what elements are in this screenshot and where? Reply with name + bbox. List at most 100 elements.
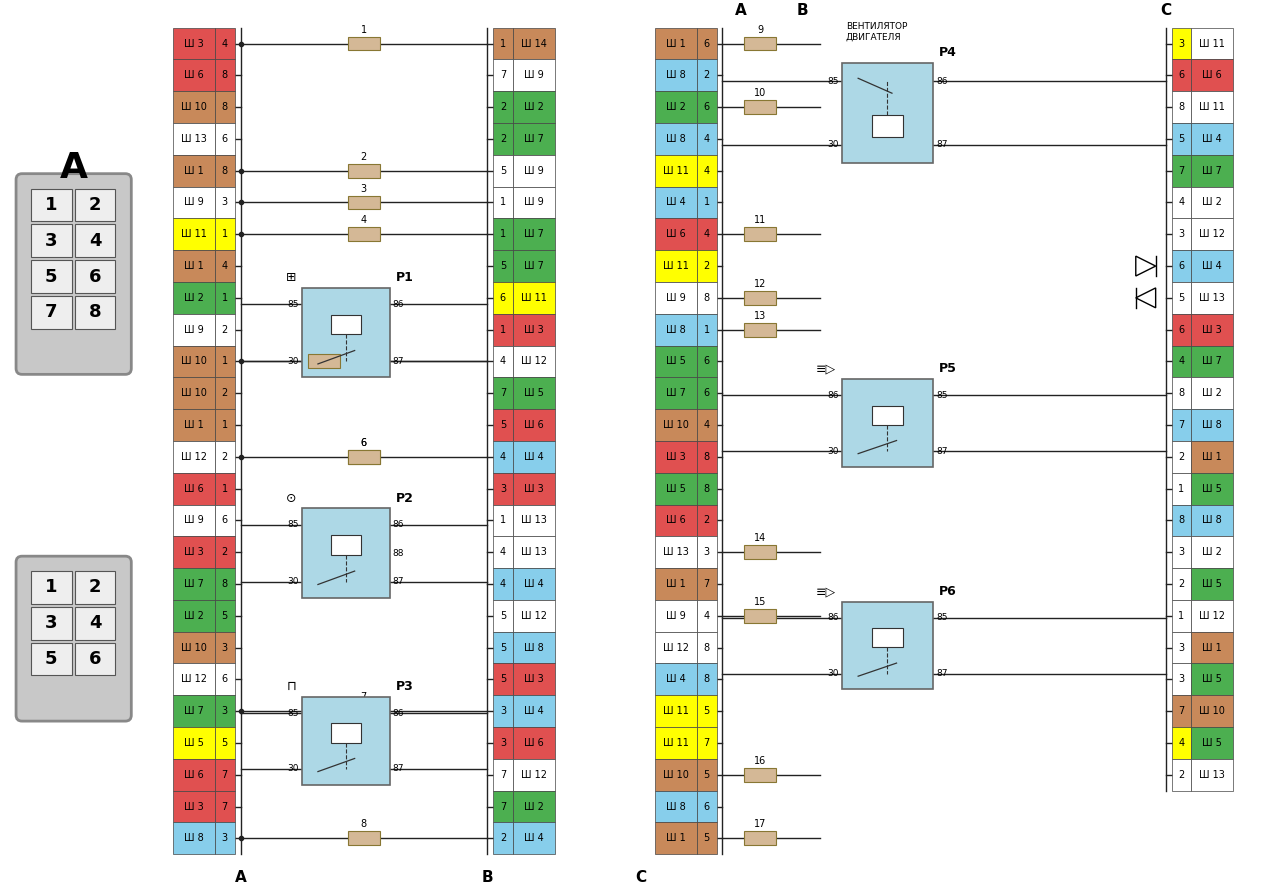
Bar	[513, 632, 554, 664]
Bar	[215, 345, 234, 377]
Bar	[215, 632, 234, 664]
Text: Ш 5: Ш 5	[184, 738, 204, 748]
Text: 4: 4	[221, 38, 228, 48]
Bar	[696, 473, 717, 505]
Text: Ш 7: Ш 7	[184, 706, 204, 716]
Text: Ш 5: Ш 5	[524, 388, 544, 398]
Text: 85: 85	[827, 77, 838, 86]
Text: ≡▷: ≡▷	[815, 585, 836, 598]
Text: 1: 1	[704, 325, 709, 334]
Text: Ш 1: Ш 1	[184, 261, 204, 271]
Text: Ш 2: Ш 2	[184, 293, 204, 303]
Bar	[493, 377, 513, 409]
Bar	[493, 91, 513, 123]
Text: 1: 1	[45, 196, 58, 214]
Text: Ш 3: Ш 3	[524, 674, 544, 684]
Text: Ш 11: Ш 11	[663, 166, 689, 176]
Text: 3: 3	[499, 706, 506, 716]
Text: 2: 2	[221, 547, 228, 558]
Text: 1: 1	[221, 229, 228, 239]
Text: 6: 6	[1179, 325, 1184, 334]
Text: 5: 5	[221, 738, 228, 748]
Bar	[215, 28, 234, 60]
Text: 4: 4	[361, 215, 367, 226]
Bar	[1171, 568, 1192, 600]
Text: 15: 15	[754, 597, 767, 607]
Text: 4: 4	[704, 166, 709, 176]
Text: 3: 3	[221, 706, 228, 716]
Text: 6: 6	[361, 438, 367, 448]
Bar	[348, 354, 380, 368]
Text: 86: 86	[827, 391, 838, 400]
Bar	[655, 632, 696, 664]
Text: 87: 87	[393, 577, 404, 586]
Bar	[493, 600, 513, 632]
Bar	[348, 450, 380, 464]
Bar	[332, 535, 361, 555]
Bar	[696, 314, 717, 345]
Text: Ш 4: Ш 4	[666, 197, 686, 208]
Bar	[696, 568, 717, 600]
Bar	[872, 406, 902, 425]
Text: 4: 4	[704, 229, 709, 239]
Bar	[493, 536, 513, 568]
Text: Ш 1: Ш 1	[666, 38, 686, 48]
Bar	[696, 28, 717, 60]
Bar	[493, 632, 513, 664]
Bar	[215, 123, 234, 155]
Text: 1: 1	[221, 420, 228, 430]
Bar	[74, 296, 115, 328]
Bar	[1192, 377, 1233, 409]
Text: 4: 4	[1179, 197, 1184, 208]
Text: Ш 12: Ш 12	[180, 674, 207, 684]
Text: Ш 1: Ш 1	[666, 833, 686, 843]
Bar	[493, 250, 513, 282]
Text: 8: 8	[1179, 388, 1184, 398]
Text: 7: 7	[704, 579, 709, 589]
Text: 11: 11	[754, 215, 767, 226]
Text: 1: 1	[499, 229, 506, 239]
Bar	[1192, 28, 1233, 60]
Text: 9: 9	[758, 25, 763, 35]
Bar	[1171, 123, 1192, 155]
Text: Ш 13: Ш 13	[180, 134, 207, 144]
Text: Ш 3: Ш 3	[184, 38, 204, 48]
Text: B: B	[796, 3, 808, 18]
Bar	[696, 695, 717, 727]
Bar	[173, 60, 215, 91]
Text: Ш 4: Ш 4	[1202, 134, 1222, 144]
Polygon shape	[1135, 256, 1156, 276]
Text: 86: 86	[393, 520, 404, 529]
Bar	[1192, 250, 1233, 282]
Text: 7: 7	[1179, 166, 1184, 176]
Bar	[1171, 91, 1192, 123]
Bar	[215, 505, 234, 536]
Bar	[696, 219, 717, 250]
Text: Ш 3: Ш 3	[666, 452, 686, 462]
Bar	[215, 568, 234, 600]
Text: 7: 7	[221, 802, 228, 812]
Text: Ш 8: Ш 8	[184, 833, 204, 843]
Text: 3: 3	[221, 197, 228, 208]
Text: 2: 2	[221, 325, 228, 334]
Text: 2: 2	[1179, 770, 1184, 780]
Bar	[872, 115, 902, 136]
Bar	[173, 155, 215, 186]
Bar	[493, 219, 513, 250]
Text: 7: 7	[499, 802, 506, 812]
Text: 2: 2	[1179, 452, 1184, 462]
Bar	[745, 37, 776, 51]
Bar	[173, 632, 215, 664]
Text: 3: 3	[499, 483, 506, 493]
Bar	[31, 225, 72, 257]
Text: 4: 4	[499, 579, 506, 589]
Bar	[215, 60, 234, 91]
Bar	[696, 822, 717, 855]
Bar	[655, 505, 696, 536]
Text: 5: 5	[221, 611, 228, 621]
Text: 87: 87	[393, 357, 404, 366]
Text: 6: 6	[704, 388, 709, 398]
Text: Ш 10: Ш 10	[180, 102, 207, 112]
Bar	[655, 441, 696, 473]
Bar	[348, 227, 380, 241]
